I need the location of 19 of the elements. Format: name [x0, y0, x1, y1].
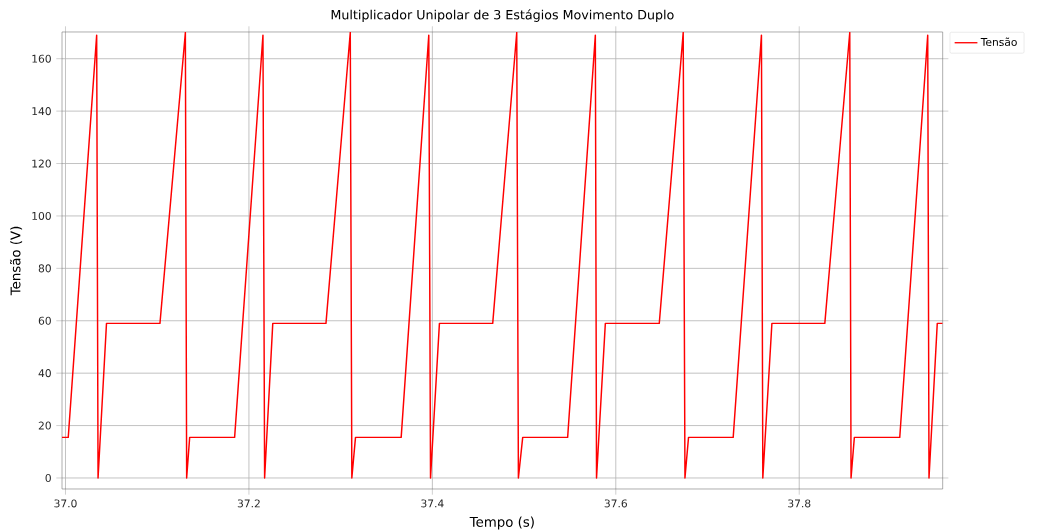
y-tick-label: 40	[38, 369, 51, 378]
y-tick-label: 100	[32, 211, 51, 220]
line-series	[62, 31, 943, 479]
y-axis-title: Tensão (V)	[9, 226, 23, 296]
chart-title: Multiplicador Unipolar de 3 Estágios Movimento Duplo	[331, 9, 674, 22]
legend-label: Tensão	[980, 37, 1017, 47]
y-tick-label: 120	[32, 159, 51, 168]
y-tick-label: 140	[32, 107, 51, 116]
y-tick-label: 60	[38, 316, 51, 325]
y-tick-label: 160	[32, 54, 51, 63]
x-axis-title: Tempo (s)	[469, 516, 534, 530]
x-tick-label: 37.8	[788, 499, 811, 508]
x-tick-label: 37.4	[421, 499, 444, 508]
x-tick-label: 37.6	[604, 499, 627, 508]
y-tick-label: 20	[38, 421, 51, 430]
x-tick-label: 37.0	[54, 499, 77, 508]
x-tick-label: 37.2	[237, 499, 260, 508]
y-tick-label: 0	[45, 473, 51, 483]
y-tick-label: 80	[38, 264, 51, 273]
